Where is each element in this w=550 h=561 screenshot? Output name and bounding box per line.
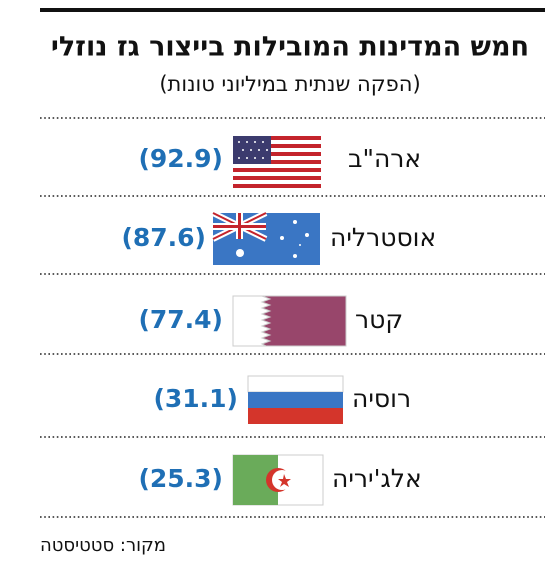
country-name: רוסיה — [352, 384, 411, 413]
value-label: (77.4) — [138, 305, 223, 334]
value-label: (87.6) — [121, 223, 206, 252]
country-name: קטר — [355, 305, 403, 334]
title: חמש המדינות המובילות בייצור גז נוזלי — [51, 32, 529, 63]
flag-usa — [233, 136, 321, 188]
country-name: ארה"ב — [348, 144, 421, 173]
country-name: אוסטרליה — [330, 223, 436, 252]
value-label: (92.9) — [138, 144, 223, 173]
subtitle: (הפקה שנתית במיליוני טונות) — [159, 72, 420, 96]
flag-australia — [211, 210, 320, 265]
top-rule — [40, 8, 545, 12]
value-label: (25.3) — [138, 464, 223, 493]
flag-algeria — [232, 454, 324, 506]
source: מקור: סטטיסטה — [40, 535, 166, 556]
value-label: (31.1) — [153, 384, 238, 413]
flag-qatar — [232, 295, 347, 347]
country-name: אלג'יריה — [332, 464, 422, 493]
separators — [40, 117, 545, 518]
flag-russia — [247, 375, 344, 424]
